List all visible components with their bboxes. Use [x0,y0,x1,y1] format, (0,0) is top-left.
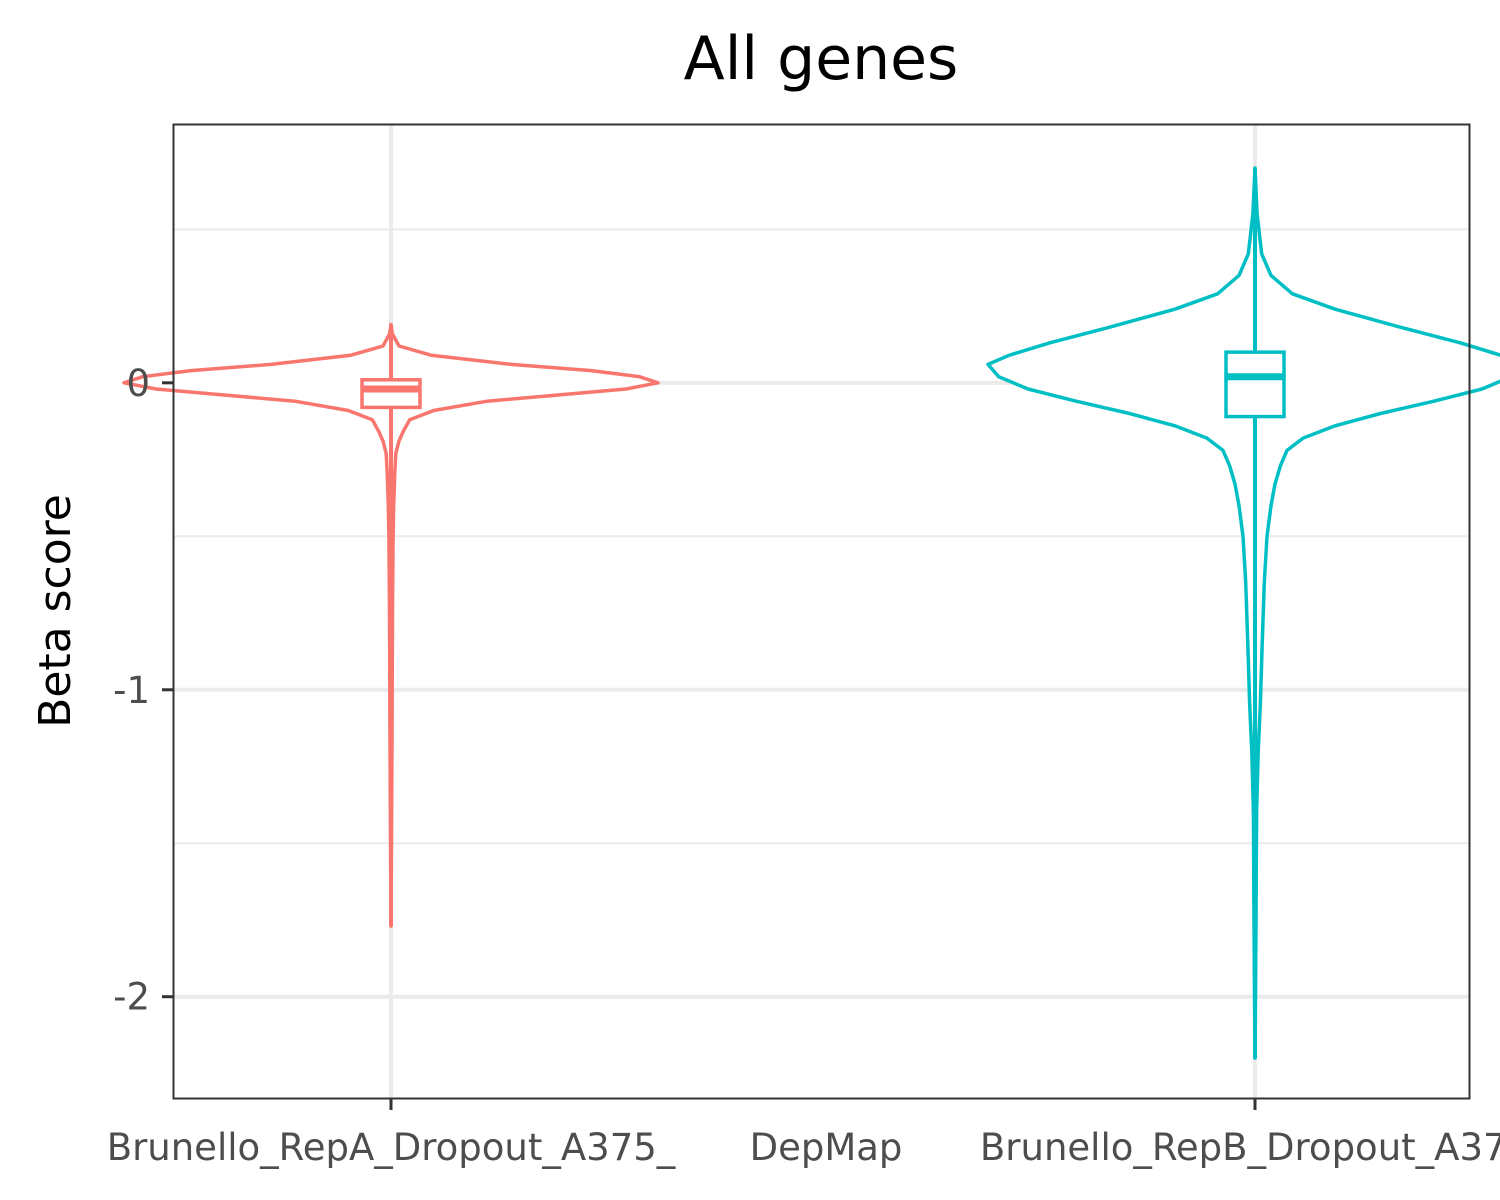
y-tick-label: -1 [113,669,150,712]
violin-2 [986,166,1500,1060]
plot-panel-border [172,123,1471,1100]
x-tick-label: Brunello_RepA_Dropout_A375_ [107,1126,676,1169]
x-tick-label: DepMap [750,1126,903,1169]
y-axis-label: Beta score [30,494,81,728]
x-tick-label: Brunello_RepB_Dropout_A375 [980,1126,1500,1169]
axes: 0 -1 -2 Brunello_RepA_Dropout_A375_ DepMap Br… [107,362,1500,1169]
box-2 [1224,350,1286,419]
chart-title: All genes [684,24,959,94]
y-tick-label: -2 [113,976,150,1019]
box-1 [360,378,422,410]
violin-marks [122,166,1500,1060]
y-tick-label: 0 [126,362,150,405]
